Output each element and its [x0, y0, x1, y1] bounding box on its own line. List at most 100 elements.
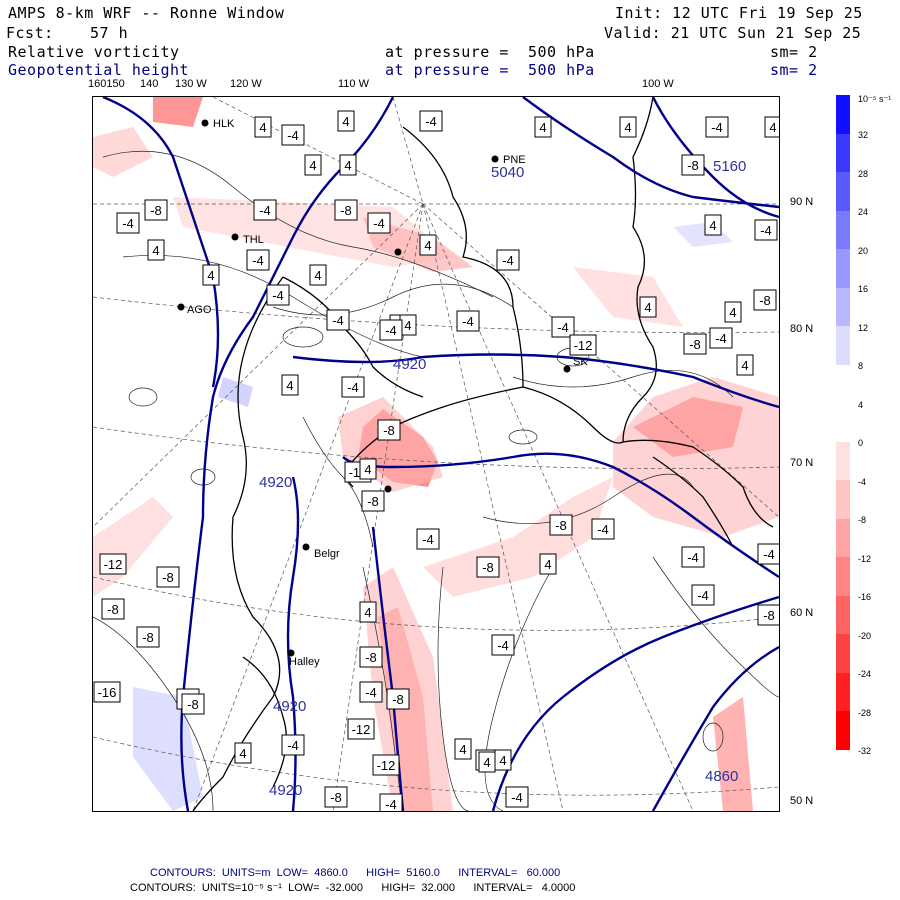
svg-text:-8: -8 — [365, 650, 377, 665]
valid-time: Valid: 21 UTC Sun 21 Sep 25 — [604, 24, 862, 42]
colorbar-label: 28 — [858, 168, 869, 179]
svg-text:-8: -8 — [340, 203, 352, 218]
vorticity-value-label: -8 — [334, 199, 358, 221]
colorbar-swatch — [836, 210, 850, 249]
colorbar-swatch — [836, 634, 850, 673]
vorticity-value-label: 4 — [339, 154, 357, 176]
vorticity-value-label: -8 — [377, 419, 401, 441]
svg-text:-4: -4 — [332, 313, 344, 328]
colorbar-label: 24 — [858, 207, 869, 217]
vorticity-value-label: 4 — [304, 154, 322, 176]
station-label-thl: THL — [243, 234, 264, 246]
colorbar-label: 0 — [858, 438, 864, 448]
lat-label: 80 N — [790, 323, 814, 335]
svg-text:4: 4 — [769, 120, 776, 135]
svg-text:-4: -4 — [497, 638, 509, 653]
colorbar-swatch — [836, 557, 850, 596]
map-panel: HLK PNE THL AGO SK LB Belgr Halley 5040 … — [92, 96, 780, 812]
height-label: 4920 — [273, 698, 306, 715]
svg-text:-8: -8 — [392, 692, 404, 707]
svg-text:-4: -4 — [122, 216, 134, 231]
colorbar-swatch — [836, 518, 850, 557]
lon-label: 110 W — [338, 78, 369, 90]
vorticity-value-label: -12 — [347, 718, 375, 740]
colorbar-label: 8 — [858, 361, 864, 371]
colorbar-label: -16 — [858, 592, 872, 602]
svg-text:-8: -8 — [330, 790, 342, 805]
svg-text:-8: -8 — [759, 293, 771, 308]
vorticity-value-label: -4 — [116, 212, 140, 234]
vorticity-value-label: 4 — [359, 458, 377, 480]
vorticity-value-label: -8 — [181, 693, 205, 715]
svg-text:4: 4 — [741, 358, 748, 373]
vorticity-value-label: -16 — [93, 681, 121, 703]
vorticity-value-label: -4 — [341, 376, 365, 398]
svg-text:-8: -8 — [142, 630, 154, 645]
svg-text:-16: -16 — [98, 685, 117, 700]
colorbar-swatch — [836, 441, 850, 480]
svg-text:4: 4 — [344, 158, 351, 173]
svg-text:4: 4 — [709, 218, 716, 233]
svg-text:-4: -4 — [259, 203, 271, 218]
svg-text:-8: -8 — [162, 570, 174, 585]
vorticity-value-label: 4 — [254, 116, 272, 138]
svg-text:4: 4 — [259, 120, 266, 135]
colorbar-swatch — [836, 326, 850, 365]
svg-text:-4: -4 — [287, 128, 299, 143]
colorbar-label: 20 — [858, 245, 869, 256]
field2-level: at pressure = 500 hPa — [385, 61, 595, 79]
colorbar — [836, 95, 850, 750]
colorbar-swatch — [836, 172, 850, 211]
vorticity-value-label: 4 — [724, 301, 742, 323]
svg-text:4: 4 — [424, 238, 431, 253]
colorbar-label: -32 — [858, 746, 872, 756]
vorticity-value-label: -8 — [476, 556, 500, 578]
colorbar-swatch — [836, 480, 850, 519]
svg-text:-4: -4 — [760, 223, 772, 238]
vorticity-value-label: -4 — [551, 316, 575, 338]
colorbar-swatch — [836, 595, 850, 634]
svg-text:-8: -8 — [689, 337, 701, 352]
lat-label: 50 N — [790, 795, 814, 807]
vorticity-value-label: -12 — [372, 754, 400, 776]
svg-text:-4: -4 — [373, 216, 385, 231]
svg-text:-4: -4 — [502, 253, 514, 268]
colorbar-label: 16 — [858, 284, 869, 294]
svg-text:-4: -4 — [687, 550, 699, 565]
station-markers — [177, 119, 571, 657]
vorticity-label-layer: 4 -4 4 -4 4 4 -4 4 4 4 -8 -4 -8 -4 -8 -4 4 -4 4 -4 4 -4 4 4 -4 -4… — [93, 110, 779, 811]
svg-text:4: 4 — [309, 158, 316, 173]
svg-text:-8: -8 — [687, 158, 699, 173]
svg-text:4: 4 — [644, 300, 651, 315]
lat-lon-grid — [93, 97, 779, 811]
field1-smoothing: sm= 2 — [770, 43, 818, 61]
vorticity-value-label: -4 — [456, 310, 480, 332]
svg-text:4: 4 — [152, 243, 159, 258]
vorticity-value-label: -4 — [754, 219, 778, 241]
svg-text:4: 4 — [539, 120, 546, 135]
svg-text:-8: -8 — [482, 560, 494, 575]
vorticity-value-label: -8 — [324, 786, 348, 808]
vorticity-value-label: -8 — [757, 604, 779, 626]
station-label-sk: SK — [573, 356, 588, 368]
svg-text:4: 4 — [624, 120, 631, 135]
colorbar-unit: 10⁻⁵ s⁻¹ — [858, 94, 892, 104]
lon-label: 120 W — [230, 78, 262, 90]
footer-height-contours: CONTOURS: UNITS=m LOW= 4860.0 HIGH= 5160… — [150, 867, 561, 879]
colorbar-swatch — [836, 364, 850, 403]
vorticity-value-label: -8 — [359, 646, 383, 668]
vorticity-value-label: 4 — [234, 742, 252, 764]
svg-text:4: 4 — [207, 268, 214, 283]
svg-text:-4: -4 — [715, 331, 727, 346]
vorticity-value-label: -4 — [709, 327, 733, 349]
vorticity-value-label: 4 — [539, 553, 557, 575]
vorticity-value-label: 4 — [281, 374, 299, 396]
vorticity-value-label: -8 — [549, 514, 573, 536]
vorticity-value-label: -4 — [505, 786, 529, 808]
vorticity-value-label: -8 — [101, 598, 125, 620]
svg-text:-4: -4 — [425, 114, 437, 129]
svg-text:4: 4 — [364, 605, 371, 620]
colorbar-label: 12 — [858, 322, 869, 333]
svg-text:-4: -4 — [511, 790, 523, 805]
station-label-ago: AGO — [187, 304, 212, 316]
